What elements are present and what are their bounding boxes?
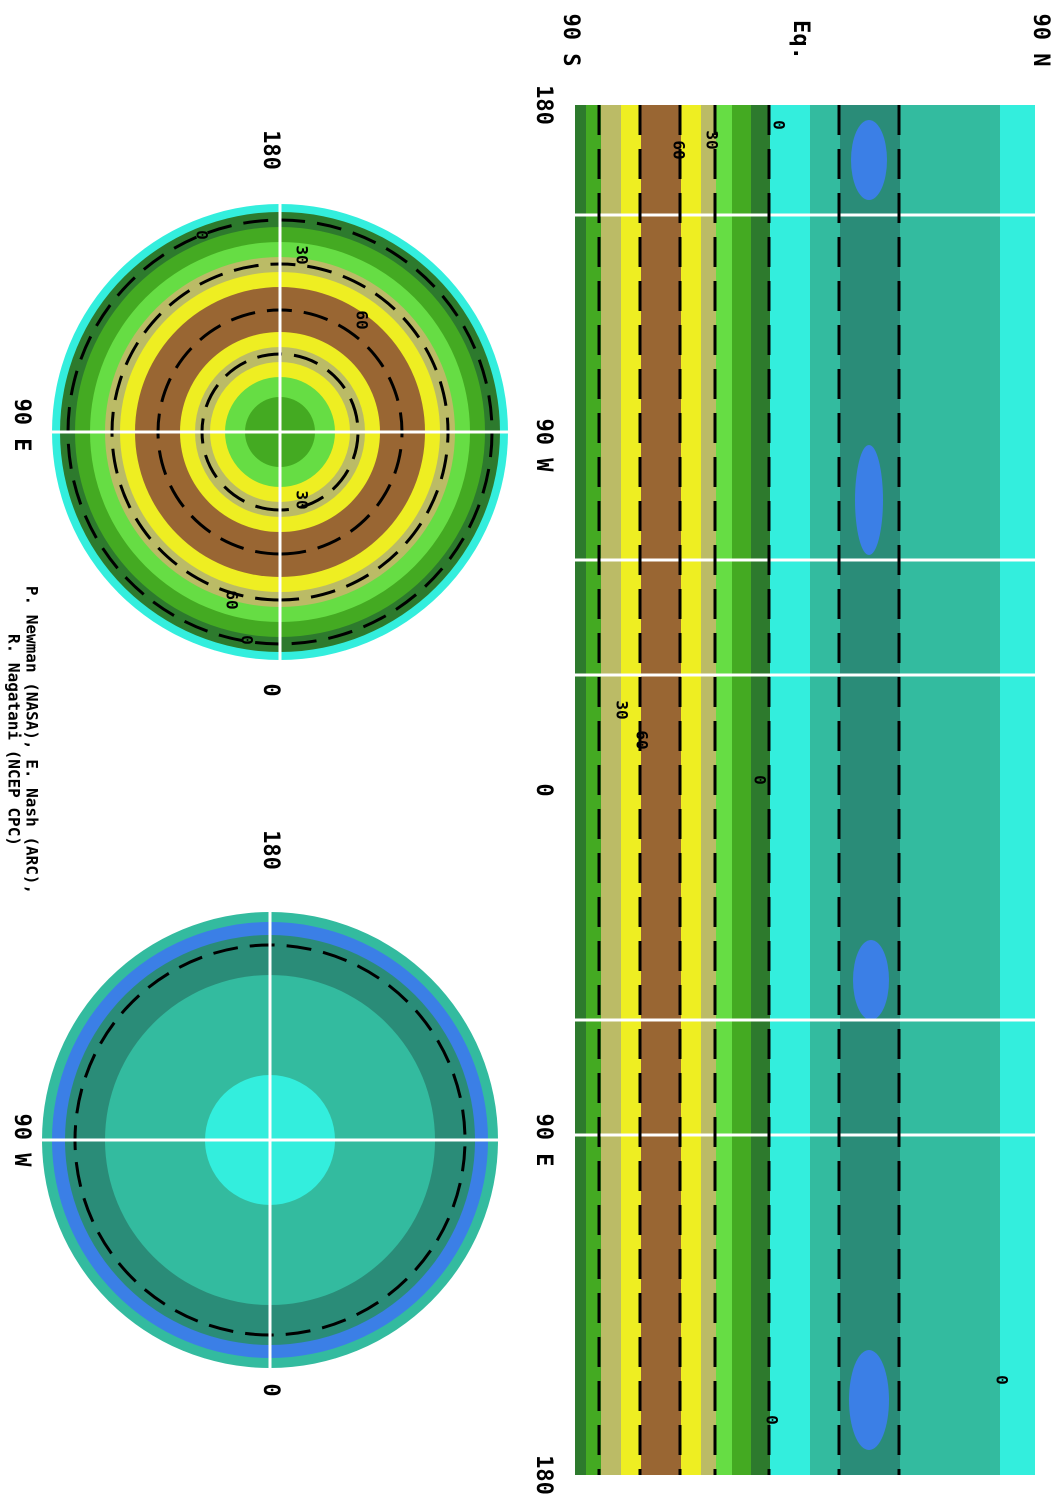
map-shape bbox=[620, 105, 641, 1475]
map-shape bbox=[700, 105, 716, 1475]
map-shape bbox=[42, 912, 498, 1368]
map-shape bbox=[899, 105, 1000, 1475]
contour-label: 60 bbox=[223, 590, 242, 609]
map-shape bbox=[839, 105, 900, 1475]
contour-label: 0 bbox=[770, 120, 789, 130]
lon-label: 90 W bbox=[531, 419, 556, 473]
lon-label: 180 bbox=[531, 1455, 556, 1495]
credit: R. Nagatani (NCEP CPC) bbox=[5, 634, 24, 846]
contour-label: 0 bbox=[193, 230, 212, 240]
map-shape bbox=[52, 204, 508, 660]
lat-label: 90 N bbox=[1028, 14, 1053, 67]
contour-label: 0 bbox=[751, 775, 770, 785]
polar-label: 0 bbox=[258, 1383, 283, 1396]
rotated-view: 90 N Eq. 90 S 180 90 W 0 90 E 180 0 30 6… bbox=[5, 14, 1054, 1495]
lat-label: 90 S bbox=[558, 14, 583, 67]
polar-label: 0 bbox=[258, 683, 283, 696]
polar-label: 90 E bbox=[9, 399, 34, 452]
map-shape bbox=[855, 445, 883, 555]
contour-label: 30 bbox=[703, 130, 722, 149]
map-shape bbox=[851, 120, 887, 200]
contour-label: 60 bbox=[670, 140, 689, 159]
map-shape bbox=[680, 105, 701, 1475]
cylindrical-map bbox=[575, 105, 1035, 1475]
south-polar-map: 180 90 E 0 0 30 60 30 60 0 bbox=[9, 130, 508, 697]
map-shape bbox=[809, 105, 840, 1475]
lon-label: 90 E bbox=[531, 1114, 556, 1167]
map-shape bbox=[715, 105, 732, 1475]
map-shape bbox=[853, 940, 889, 1020]
contour-label: 0 bbox=[763, 1415, 782, 1425]
north-polar-map: 180 90 W 0 bbox=[9, 830, 498, 1397]
map-shape bbox=[585, 105, 601, 1475]
polar-label: 90 W bbox=[9, 1114, 34, 1168]
map-shape bbox=[575, 105, 586, 1475]
map-shape bbox=[999, 105, 1035, 1475]
lat-label: Eq. bbox=[788, 20, 813, 60]
map-shape bbox=[849, 1350, 889, 1450]
credit: P. Newman (NASA), E. Nash (ARC), bbox=[23, 586, 42, 894]
contour-label: 30 bbox=[613, 700, 632, 719]
map-shape bbox=[769, 105, 810, 1475]
contour-label: 0 bbox=[993, 1375, 1012, 1385]
map-shape bbox=[600, 105, 621, 1475]
contour-label: 60 bbox=[633, 730, 652, 749]
contour-label: 0 bbox=[238, 635, 257, 645]
polar-label: 180 bbox=[258, 130, 283, 170]
map-shape bbox=[640, 105, 681, 1475]
contour-label: 60 bbox=[353, 310, 372, 329]
labels: 90 N Eq. 90 S 180 90 W 0 90 E 180 0 30 6… bbox=[531, 14, 1053, 1495]
contour-label: 30 bbox=[293, 245, 312, 264]
lon-label: 0 bbox=[531, 783, 556, 796]
map-shape bbox=[597, 105, 901, 1475]
map-shape bbox=[731, 105, 751, 1475]
polar-label: 180 bbox=[258, 830, 283, 870]
map-shape bbox=[575, 213, 1035, 1137]
contour-label: 30 bbox=[293, 490, 312, 509]
map-shape bbox=[750, 105, 770, 1475]
lon-label: 180 bbox=[531, 85, 556, 125]
